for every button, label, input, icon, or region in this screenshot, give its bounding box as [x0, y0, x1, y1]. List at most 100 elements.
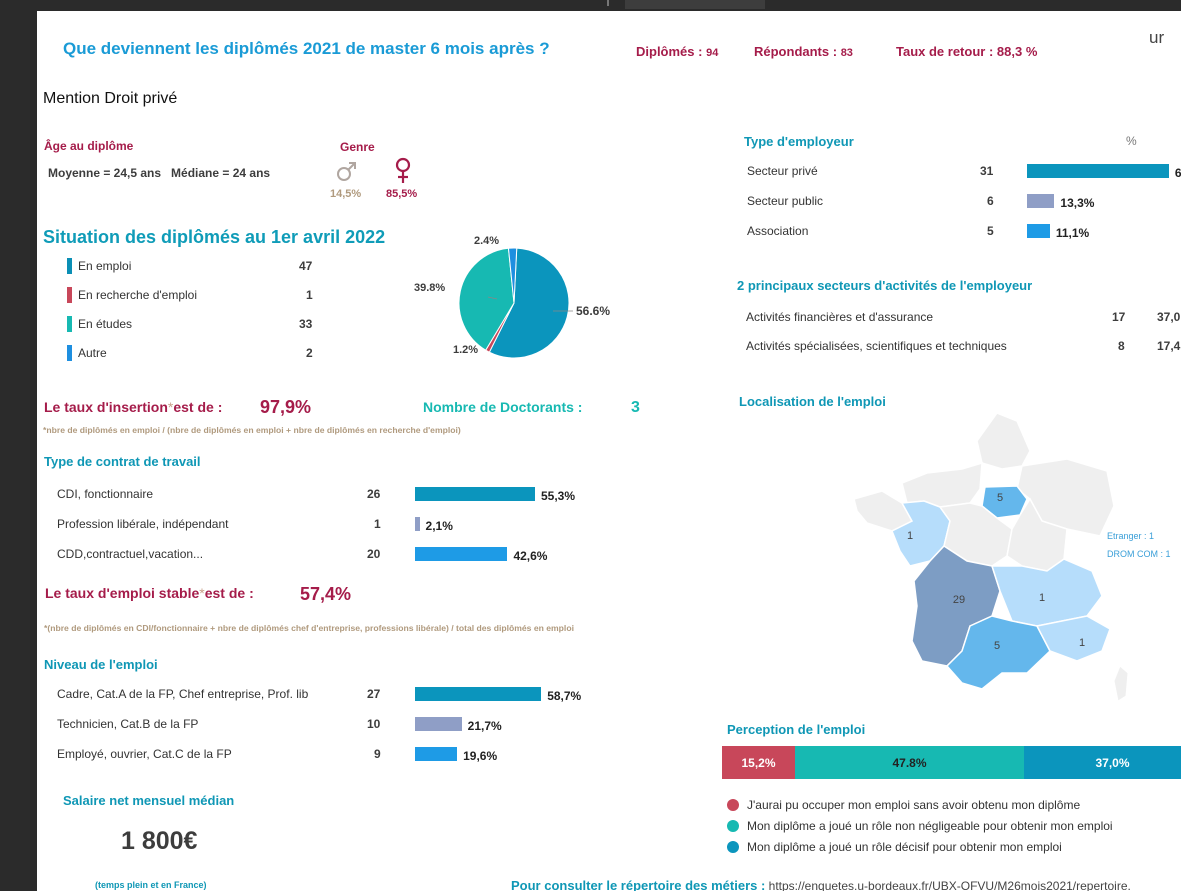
pie-slice-3	[458, 247, 515, 351]
window-marker	[607, 0, 609, 6]
left-gutter	[0, 11, 37, 891]
contrat-pct-1: 55,3%	[541, 489, 576, 503]
report-page: Que deviennent les diplômés 2021 de mast…	[37, 11, 1181, 891]
situation-value-emploi: 47	[299, 259, 313, 273]
repertoire-link[interactable]: https://enquetes.u-bordeaux.fr/UBX-OFVU/…	[768, 879, 1131, 891]
stable-line: Le taux d'emploi stable*est de :	[45, 586, 254, 600]
niveau-pct-3: 19,6%	[463, 749, 498, 763]
pie-label-emploi: 56.6%	[576, 304, 611, 318]
situation-value-etudes: 33	[299, 317, 313, 331]
doctorants-label: Nombre de Doctorants :	[423, 399, 583, 415]
contrat-label-3: CDD,contractuel,vacation...	[57, 547, 204, 561]
perception-legend-item-3: Mon diplôme a joué un rôle décisif pour …	[727, 840, 1062, 854]
stable-suffix: est de :	[204, 585, 254, 601]
employeur-label-2: Secteur public	[747, 194, 824, 208]
perception-legend-item-2: Mon diplôme a joué un rôle non négligeab…	[727, 819, 1113, 833]
france-map: 5 1 29 1 5 1	[853, 412, 1129, 702]
female-pct: 85,5%	[386, 188, 418, 200]
secteur-pct-2: 17,4	[1157, 339, 1181, 353]
niveau-pct-2: 21,7%	[467, 719, 502, 733]
region-hauts-de-france	[976, 412, 1031, 470]
situation-label-recherche: En recherche d'emploi	[78, 288, 198, 302]
niveau-count-3: 9	[374, 747, 381, 761]
stat-repondants-value: 83	[840, 47, 853, 59]
doctorants-value: 3	[631, 399, 640, 416]
region-occitanie	[945, 615, 1051, 690]
legend-dot-1	[727, 799, 739, 811]
age-stats: Moyenne = 24,5 ans Médiane = 24 ans	[48, 166, 271, 180]
logo: ur	[1149, 28, 1165, 47]
legend-marker-etudes	[67, 316, 72, 332]
insertion-suffix: est de :	[173, 399, 223, 415]
stat-repondants: Répondants : 83	[754, 45, 853, 59]
map-value-pdl: 1	[907, 530, 913, 542]
secteur-pct-1: 37,0	[1157, 310, 1181, 324]
mention-title: Mention Droit privé	[43, 90, 178, 107]
perception-segment-3: 37,0%	[1024, 746, 1181, 779]
employeur-pct-1: 6	[1174, 166, 1181, 180]
stat-taux-retour: Taux de retour : 88,3 %	[896, 45, 1037, 58]
perception-segment-2: 47.8%	[795, 746, 1024, 779]
legend-text-1: J'aurai pu occuper mon emploi sans avoir…	[747, 798, 1081, 812]
situation-value-recherche: 1	[306, 288, 313, 302]
region-corse	[1113, 665, 1129, 702]
insertion-star: *	[167, 399, 174, 415]
employeur-label-1: Secteur privé	[747, 164, 818, 178]
repertoire-line: Pour consulter le répertoire des métiers…	[511, 879, 1131, 891]
region-normandie	[901, 461, 983, 508]
contrat-count-1: 26	[367, 487, 381, 501]
secteur-count-2: 8	[1118, 339, 1125, 353]
region-paca	[1035, 615, 1111, 662]
contrat-label-1: CDI, fonctionnaire	[57, 487, 154, 501]
niveau-count-2: 10	[367, 717, 381, 731]
niveau-count-1: 27	[367, 687, 381, 701]
perception-segment-label-3: 37,0%	[1095, 755, 1130, 770]
niveau-bar-1	[415, 687, 542, 701]
situation-pie-chart	[458, 247, 570, 359]
legend-marker-recherche	[67, 287, 72, 303]
legend-dot-3	[727, 841, 739, 853]
situation-label-emploi: En emploi	[78, 259, 132, 273]
insertion-value: 97,9%	[260, 397, 312, 417]
situation-title: Situation des diplômés au 1er avril 2022	[43, 227, 386, 247]
employeur-pct-header: %	[1126, 134, 1137, 148]
stable-note: *(nbre de diplômés en CDI/fonctionnaire …	[44, 623, 574, 633]
drom-label: DROM COM : 1	[1107, 549, 1171, 559]
contrat-bar-3	[415, 547, 508, 561]
niveau-label-1: Cadre, Cat.A de la FP, Chef entreprise, …	[57, 687, 309, 701]
employeur-title: Type d'employeur	[744, 134, 854, 149]
stat-taux-label: Taux de retour :	[896, 44, 994, 59]
secteur-label-1: Activités financières et d'assurance	[746, 310, 934, 324]
stat-diplomes-label: Diplômés :	[636, 44, 703, 59]
contrat-bar-1	[415, 487, 535, 501]
insertion-label: Le taux d'insertion	[44, 399, 168, 415]
niveau-bar-2	[415, 717, 462, 731]
employeur-pct-2: 13,3%	[1060, 196, 1095, 210]
stable-star: *	[199, 585, 205, 601]
age-title: Âge au diplôme	[44, 139, 134, 153]
employeur-count-1: 31	[980, 164, 994, 178]
map-value-ara: 1	[1039, 592, 1045, 604]
pie-slice-4	[507, 247, 518, 304]
legend-text-2: Mon diplôme a joué un rôle non négligeab…	[747, 819, 1113, 833]
browser-tab[interactable]	[625, 0, 765, 9]
niveau-bar-3	[415, 747, 458, 761]
map-value-occitanie: 5	[994, 640, 1000, 652]
page-title: Que deviennent les diplômés 2021 de mast…	[63, 39, 550, 58]
contrat-pct-3: 42,6%	[513, 549, 548, 563]
secteur-label-2: Activités spécialisées, scientifiques et…	[746, 339, 1007, 353]
pie-label-autre: 2.4%	[474, 235, 500, 247]
insertion-line: Le taux d'insertion*est de :	[44, 400, 222, 414]
employeur-bar-3	[1027, 224, 1050, 238]
situation-value-autre: 2	[306, 346, 313, 360]
contrat-count-2: 1	[374, 517, 381, 531]
pie-leader-lines	[487, 296, 573, 312]
repertoire-label: Pour consulter le répertoire des métiers…	[511, 878, 766, 891]
insertion-note: *nbre de diplômés en emploi / (nbre de d…	[43, 425, 461, 435]
pie-label-etudes: 39.8%	[414, 282, 446, 294]
legend-dot-2	[727, 820, 739, 832]
male-symbol-icon	[337, 162, 356, 181]
situation-label-autre: Autre	[78, 346, 107, 360]
stat-diplomes: Diplômés : 94	[636, 45, 718, 59]
map-value-idf: 5	[997, 492, 1003, 504]
